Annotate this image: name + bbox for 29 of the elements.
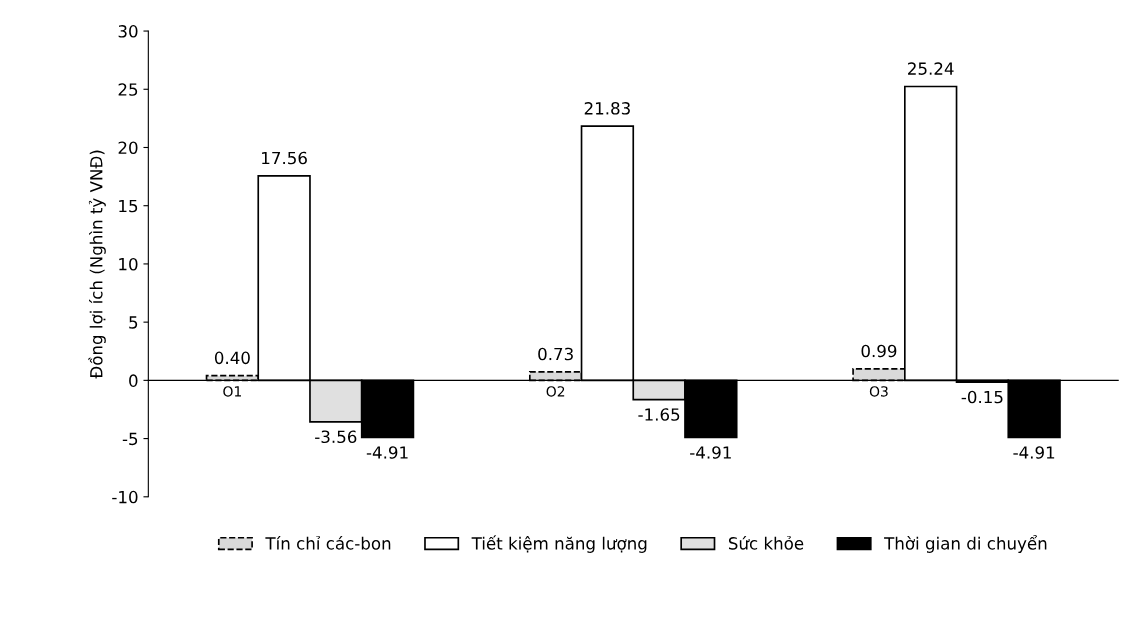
legend-label: Sức khỏe <box>728 535 804 550</box>
data-label: -3.56 <box>315 430 357 444</box>
y-tick-label: -5 <box>122 432 138 446</box>
y-tick-label: 30 <box>118 25 138 38</box>
data-label: -4.91 <box>366 446 408 459</box>
y-tick-label: 5 <box>129 316 138 329</box>
x-tick-label: O2 <box>546 386 565 397</box>
y-tick-label: -10 <box>112 490 138 504</box>
y-axis-title: Đồng lợi ích (Nghìn tỷ VNĐ) <box>88 150 106 379</box>
data-label: -4.91 <box>690 446 731 459</box>
y-tick-label: 25 <box>118 83 138 96</box>
data-label: -0.15 <box>961 390 1003 404</box>
y-tick-label: 20 <box>118 141 138 155</box>
data-label: 21.83 <box>584 102 630 115</box>
legend-label: Tín chỉ các-bon <box>265 535 391 550</box>
data-label: -4.91 <box>1013 446 1055 459</box>
y-tick-label: 15 <box>119 199 138 213</box>
legend-label: Thời gian di chuyển <box>884 535 1047 553</box>
data-label: -1.65 <box>638 408 680 421</box>
y-tick-label: 10 <box>119 257 138 271</box>
data-label: 0.99 <box>861 344 897 358</box>
data-label: 25.24 <box>908 62 954 75</box>
y-tick-label: 0 <box>129 374 138 387</box>
data-label: 0.73 <box>538 347 573 361</box>
legend-label: Tiết kiệm năng lượng <box>471 535 647 553</box>
data-label: 0.40 <box>214 351 250 365</box>
x-tick-label: O1 <box>223 386 241 397</box>
x-tick-label: O3 <box>869 386 888 397</box>
data-label: 17.56 <box>262 151 307 165</box>
